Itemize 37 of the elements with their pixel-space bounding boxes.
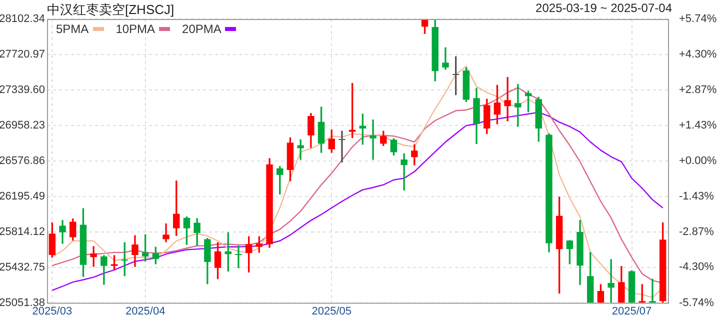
candlestick	[162, 223, 170, 242]
y-tick-label: 25814.12	[0, 226, 45, 238]
legend-label: 20PMA	[182, 22, 222, 36]
legend-label: 10PMA	[116, 22, 156, 36]
candlestick	[370, 120, 376, 160]
candlestick	[235, 245, 242, 268]
y-tick-label: 27339.60	[0, 84, 45, 96]
candlestick	[338, 130, 346, 162]
y2-tick-label: -2.87%	[679, 226, 714, 238]
candlestick	[442, 47, 449, 70]
y2-tick-label: +1.43%	[679, 120, 717, 132]
y2-tick-label: +2.87%	[679, 84, 717, 96]
candlestick	[504, 77, 511, 122]
chart-subtitle: 2025-03-19 ~ 2025-07-04	[536, 1, 672, 15]
candlestick	[649, 278, 656, 303]
y2-tick-label: +0.00%	[679, 154, 717, 167]
x-tick-label: 2025/03	[32, 305, 72, 318]
x-tick-label: 2025/05	[312, 305, 352, 318]
y2-tick-label: -1.43%	[679, 190, 714, 202]
y-tick-label: 25432.75	[0, 261, 45, 274]
candlestick	[400, 153, 408, 190]
y-tick-label: 27720.97	[0, 48, 45, 61]
y-tick-label: 26576.86	[0, 154, 45, 167]
y2-tick-label: +5.74%	[679, 13, 717, 26]
y-tick-label: 26958.23	[0, 119, 45, 132]
y2-tick-label: -4.30%	[679, 261, 714, 274]
candlestick	[608, 258, 614, 303]
y2-tick-label: -5.74%	[679, 296, 714, 309]
candlestick	[514, 84, 522, 127]
candlestick	[90, 246, 97, 267]
x-tick-label: 2025/04	[125, 305, 166, 318]
y-tick-label: 26195.49	[0, 190, 45, 202]
y-tick-label: 28102.34	[0, 13, 45, 26]
y2-tick-label: +4.30%	[679, 48, 717, 61]
x-tick-label: 2025/07	[612, 305, 652, 318]
legend-label: 5PMA	[56, 22, 89, 36]
chart-title: 中汉红枣卖空[ZHSCJ]	[47, 1, 174, 19]
